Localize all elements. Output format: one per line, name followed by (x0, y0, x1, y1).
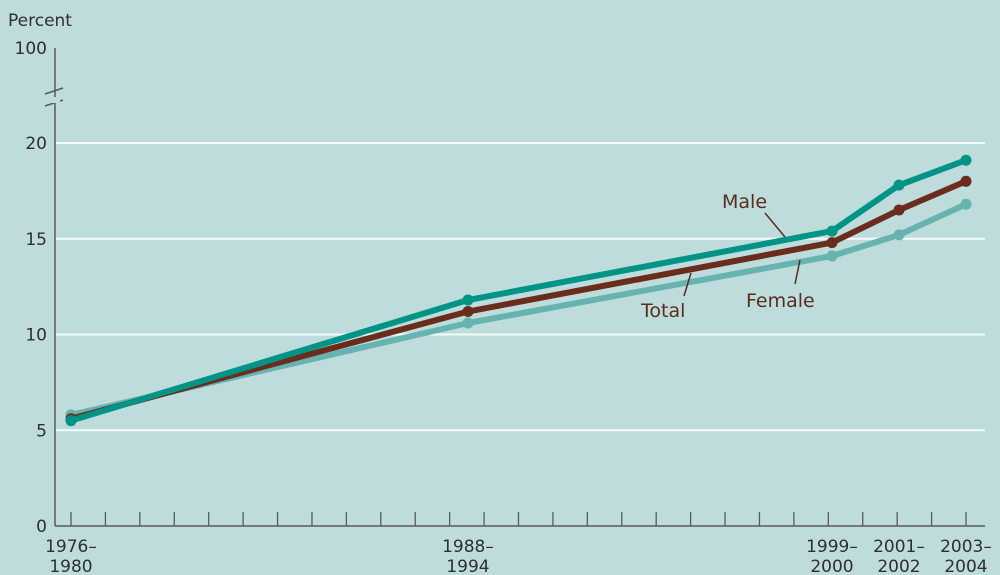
male-label-leader (764, 212, 786, 238)
gridlines (55, 142, 985, 432)
series-labels: Male Total Female (640, 191, 815, 322)
y-tick-label: 100 (15, 39, 47, 59)
y-axis-label: Percent (8, 11, 72, 31)
series-label-male: Male (722, 191, 767, 213)
axis-break-gap (50, 97, 60, 103)
x-axis-ticks: 1976–1980 1988–1994 1999–2000 2001–2002 2003… (45, 537, 992, 575)
axis-break-mark-upper (44, 87, 64, 95)
y-tick-label: 5 (36, 421, 47, 441)
x-tick-label: 2003– (940, 537, 992, 557)
data-point-male (893, 179, 905, 191)
y-tick-label: 15 (25, 230, 47, 250)
x-tick-label: 1988– (442, 537, 494, 557)
y-tick-label: 20 (25, 134, 47, 154)
series-label-total: Total (640, 300, 685, 322)
x-tick-label: 2002 (877, 557, 920, 575)
series-male (65, 154, 972, 427)
y-axis-ticks: 0 5 10 15 20 100 (15, 39, 47, 537)
female-label-leader (794, 259, 801, 285)
x-tick-label: 1976– (45, 537, 97, 557)
y-tick-label: 10 (25, 326, 47, 346)
x-tick-label: 1980 (49, 557, 92, 575)
x-tick-label: 2004 (944, 557, 987, 575)
data-point-male (960, 154, 972, 166)
series-label-female: Female (746, 290, 815, 312)
data-point-male (65, 415, 77, 427)
data-point-female (960, 198, 972, 210)
data-point-male (826, 225, 838, 237)
data-point-female (462, 317, 474, 329)
total-label-leader (683, 272, 692, 297)
data-point-female (893, 229, 905, 241)
data-point-male (462, 294, 474, 306)
x-tick-label: 2001– (873, 537, 925, 557)
data-point-total (462, 306, 474, 318)
x-tick-label: 1994 (446, 557, 489, 575)
y-tick-label: 0 (36, 517, 47, 537)
x-tick-label: 2000 (810, 557, 853, 575)
x-axis-minor-ticks (70, 512, 967, 526)
data-point-total (826, 237, 838, 249)
data-point-total (960, 175, 972, 187)
x-tick-label: 1999– (806, 537, 858, 557)
data-point-female (826, 250, 838, 262)
data-point-total (893, 204, 905, 216)
